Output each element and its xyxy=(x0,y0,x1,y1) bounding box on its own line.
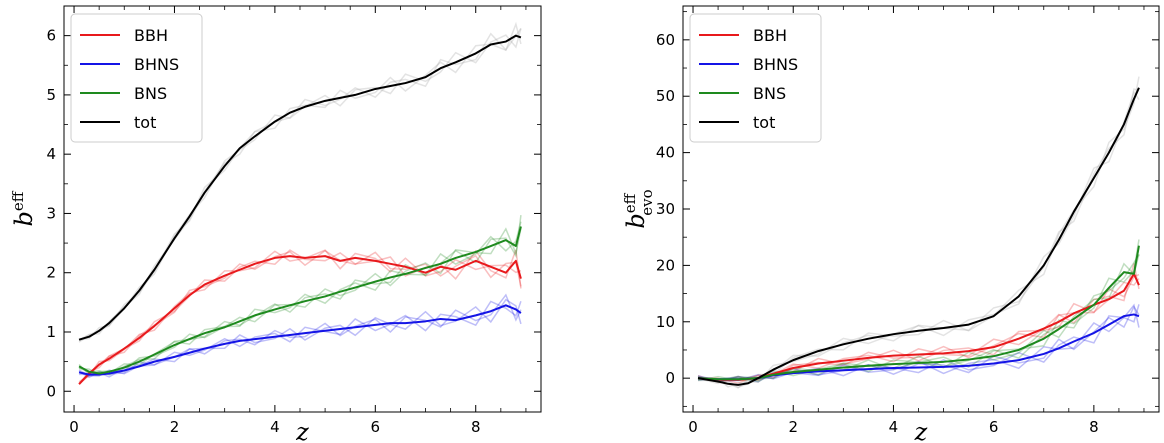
legend-label-bns: BNS xyxy=(753,84,786,103)
series-bns-realization xyxy=(78,227,522,376)
y-tick-label: 50 xyxy=(656,87,675,105)
x-tick-label: 0 xyxy=(69,418,79,436)
y-tick-label: 0 xyxy=(665,369,675,387)
axes-frame xyxy=(63,5,542,413)
plot-area xyxy=(697,76,1140,389)
series-tot-line xyxy=(697,87,1140,386)
x-tick-label: 0 xyxy=(688,418,698,436)
x-tick-label: 4 xyxy=(270,418,280,436)
y-tick-label: 5 xyxy=(46,86,56,104)
y-tick-label: 1 xyxy=(46,323,56,341)
left-chart-panel: 0 2 4 6 8 0 1 2 3 4 5 6 z beff BBH BHNS BNS tot xyxy=(9,5,542,443)
legend-label-bbh: BBH xyxy=(753,26,787,45)
legend-label-bhns: BHNS xyxy=(134,55,179,74)
x-tick-label: 4 xyxy=(889,418,899,436)
series-tot-realization xyxy=(78,28,522,341)
x-axis-label: z xyxy=(295,418,309,443)
x-tick-label: 2 xyxy=(170,418,180,436)
y-axis-label-superscript: eff xyxy=(621,192,639,213)
y-axis-label-base: b xyxy=(622,213,650,228)
series-bbh-line xyxy=(78,255,522,385)
y-axis-label: beffevo xyxy=(621,189,656,228)
legend-label-bbh: BBH xyxy=(134,26,168,45)
y-tick-label: 0 xyxy=(46,382,56,400)
x-tick-label: 8 xyxy=(471,418,481,436)
series-bns-line xyxy=(697,245,1140,381)
legend-box xyxy=(689,13,822,143)
x-tick-label: 6 xyxy=(371,418,381,436)
series-bhns-realization xyxy=(79,300,522,378)
x-tick-label: 8 xyxy=(1089,418,1099,436)
y-axis-label-base: b xyxy=(10,211,38,226)
series-tot-line xyxy=(78,34,522,341)
legend-box xyxy=(70,13,203,143)
series-bns-realization xyxy=(79,221,522,376)
y-tick-label: 6 xyxy=(46,27,56,45)
y-tick-label: 40 xyxy=(656,144,675,162)
y-axis-label: beff xyxy=(9,190,38,226)
legend-label-tot: tot xyxy=(134,113,156,132)
series-bhns-realization xyxy=(697,304,1140,382)
y-axis-label-subscript: evo xyxy=(638,189,656,215)
y-tick-label: 60 xyxy=(656,31,675,49)
series-bns-line xyxy=(78,226,522,375)
y-tick-label: 30 xyxy=(656,200,675,218)
series-bbh-realization xyxy=(78,249,522,385)
y-tick-label: 2 xyxy=(46,264,56,282)
y-tick-label: 10 xyxy=(656,313,675,331)
series-bhns-realization xyxy=(78,293,522,379)
y-axis-label-superscript: eff xyxy=(9,190,27,211)
right-chart-panel: 0 2 4 6 8 0 10 20 30 40 50 60 z beffevo BBH BHNS BNS tot xyxy=(621,5,1160,443)
series-tot-realization xyxy=(698,90,1140,388)
y-tick-label: 20 xyxy=(656,256,675,274)
series-tot-realization xyxy=(78,21,522,341)
series-bhns-realization xyxy=(697,305,1140,383)
series-bns-realization xyxy=(78,215,522,376)
x-axis-label: z xyxy=(914,418,928,443)
x-tick-label: 2 xyxy=(788,418,798,436)
legend-label-tot: tot xyxy=(753,113,775,132)
x-tick-label: 6 xyxy=(989,418,999,436)
series-bbh-realization xyxy=(78,249,522,383)
series-bhns-line xyxy=(78,304,522,376)
legend-label-bhns: BHNS xyxy=(753,55,798,74)
series-bbh-realization xyxy=(78,249,522,385)
y-tick-label: 4 xyxy=(46,145,56,163)
y-tick-label: 3 xyxy=(46,204,56,222)
legend-label-bns: BNS xyxy=(134,84,167,103)
plot-area xyxy=(78,21,522,385)
